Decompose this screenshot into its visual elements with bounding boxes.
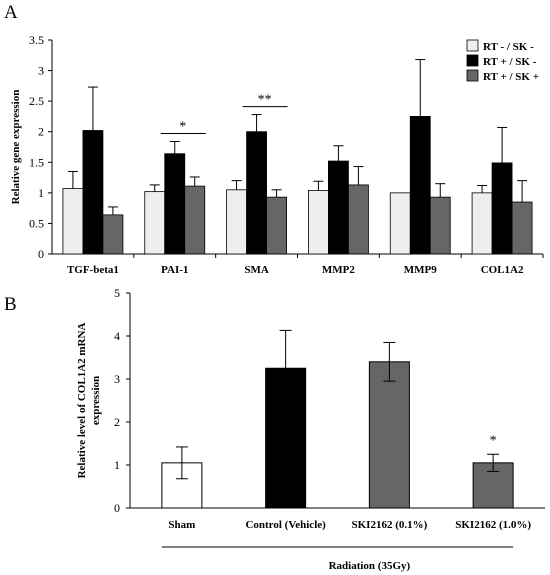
a-legend-label-rt-sk: RT + / SK + <box>483 71 539 83</box>
a-bar-sma-rt-sk <box>226 189 247 255</box>
a-bar-mmp2-rt-sk <box>328 160 349 255</box>
b-x-category-label-ski2162-1-0: SKI2162 (1.0%) <box>455 519 531 531</box>
a-bar-tgf-beta1-rt-sk <box>62 188 84 255</box>
b-bar-ski2162-0-1 <box>368 361 410 509</box>
a-y-tick-label: 1.5 <box>29 155 44 169</box>
b-significance-marker: * <box>490 433 497 448</box>
panel-letter-a: A <box>4 2 18 23</box>
b-y-tick-label: 2 <box>114 415 120 429</box>
a-legend-label-rt-sk: RT - / SK - <box>483 41 534 53</box>
a-x-category-label-tgf-beta1: TGF-beta1 <box>67 264 119 276</box>
panel-b-chart: 0 1 2 3 4 5 Relative level of COL1A2 mRNA expre… <box>76 286 545 572</box>
b-group-label: Radiation (35Gy) <box>329 560 411 572</box>
a-y-tick-label: 2 <box>38 125 44 139</box>
a-x-category-label-pai-1: PAI-1 <box>161 264 188 276</box>
a-x-category-label-mmp2: MMP2 <box>322 264 355 276</box>
a-y-tick-label: 2.5 <box>29 94 44 108</box>
a-significance-marker: ** <box>258 93 272 108</box>
b-x-category-label-control-vehicle: Control (Vehicle) <box>245 519 326 531</box>
b-x-category-label-ski2162-0-1: SKI2162 (0.1%) <box>351 519 427 531</box>
a-y-tick-label: 3 <box>38 64 44 78</box>
a-bar-pai-1-rt-sk <box>184 185 206 255</box>
a-bar-col1a2-rt-sk <box>471 192 493 255</box>
a-bar-pai-1-rt-sk <box>164 153 186 255</box>
b-y-tick-label: 0 <box>114 501 120 515</box>
b-y-tick-label: 3 <box>114 372 120 386</box>
panel-a-chart: 0 0.5 1 1.5 2 2.5 3 3.5 Relative gene expression… <box>10 33 544 276</box>
a-bar-mmp9-rt-sk <box>389 192 411 255</box>
a-legend-swatch-rt-sk <box>466 39 479 52</box>
b-x-category-label-sham: Sham <box>168 519 195 531</box>
a-legend-label-rt-sk: RT + / SK - <box>483 56 537 68</box>
b-y-tick-label: 1 <box>114 458 120 472</box>
a-bar-col1a2-rt-sk <box>491 162 513 255</box>
a-y-tick-label: 0.5 <box>29 216 44 230</box>
a-bar-col1a2-rt-sk <box>511 201 533 255</box>
a-x-category-label-col1a2: COL1A2 <box>481 264 524 276</box>
a-bar-mmp9-rt-sk <box>429 196 451 255</box>
a-bar-sma-rt-sk <box>246 131 267 255</box>
a-bar-mmp9-rt-sk <box>409 116 431 255</box>
panel-letter-b: B <box>4 294 17 315</box>
b-y-axis-label-line-1: Relative level of COL1A2 mRNA <box>76 323 88 479</box>
a-significance-marker: * <box>179 119 186 134</box>
a-legend-swatch-rt-sk <box>466 69 479 82</box>
a-bar-mmp2-rt-sk <box>308 190 329 255</box>
a-y-tick-label: 3.5 <box>29 33 44 47</box>
b-y-tick-label: 5 <box>114 286 120 300</box>
a-bar-sma-rt-sk <box>266 196 287 255</box>
a-y-axis-label: Relative gene expression <box>10 90 22 205</box>
a-legend-swatch-rt-sk <box>466 54 479 67</box>
a-y-tick-label: 1 <box>38 186 44 200</box>
a-bar-tgf-beta1-rt-sk <box>82 130 104 255</box>
a-bar-pai-1-rt-sk <box>144 191 166 255</box>
a-y-tick-label: 0 <box>38 247 44 261</box>
b-y-tick-label: 4 <box>114 329 120 343</box>
a-bar-mmp2-rt-sk <box>348 184 369 255</box>
b-y-axis-label-line-2: expression <box>90 376 102 425</box>
a-x-category-label-sma: SMA <box>244 264 269 276</box>
a-bar-tgf-beta1-rt-sk <box>102 214 124 255</box>
a-x-category-label-mmp9: MMP9 <box>404 264 437 276</box>
